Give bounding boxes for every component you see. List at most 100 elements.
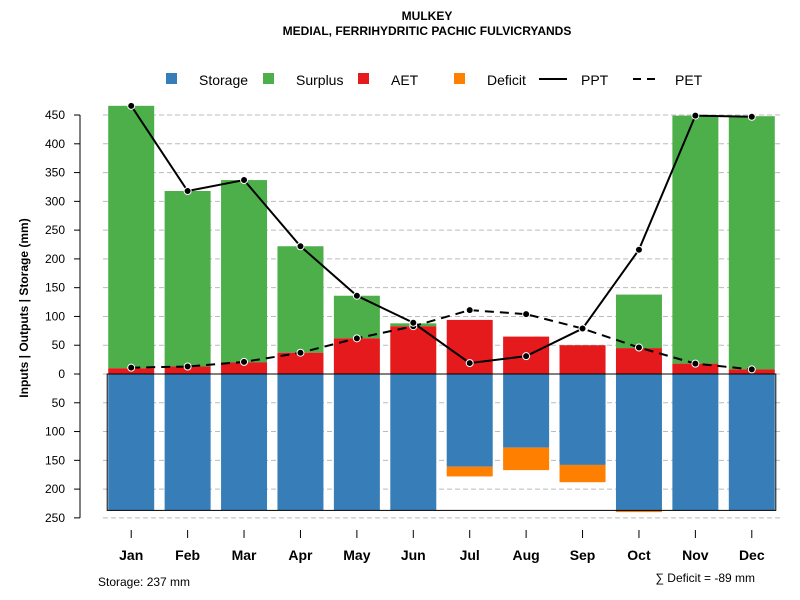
pet-point — [296, 348, 305, 357]
y-tick-label: 450 — [45, 108, 65, 122]
storage-bar — [277, 374, 324, 511]
ppt-line — [130, 105, 752, 365]
y-tick-label: 200 — [45, 252, 65, 266]
deficit-bar — [615, 510, 662, 513]
legend-label: Surplus — [296, 72, 343, 88]
y-tick-label: 250 — [45, 223, 65, 237]
month-label: Feb — [175, 547, 200, 563]
legend-label: PET — [675, 72, 703, 88]
ppt-point — [691, 111, 700, 120]
legend-swatch — [263, 73, 274, 84]
storage-bar — [503, 374, 550, 448]
pet-point — [747, 365, 756, 374]
y-tick-label: 400 — [45, 137, 65, 151]
storage-bar — [333, 374, 380, 511]
month-label: Jul — [460, 547, 480, 563]
month-label: Oct — [627, 547, 651, 563]
legend-swatch — [166, 73, 177, 84]
y-axis-label: Inputs | Outputs | Storage (mm) — [17, 218, 31, 397]
surplus-bar — [333, 295, 380, 339]
legend-label: PPT — [581, 72, 609, 88]
ppt-point — [522, 352, 531, 361]
chart-title: MULKEY — [402, 9, 453, 23]
bars — [106, 105, 777, 513]
aet-bar — [559, 345, 606, 374]
storage-bar — [164, 374, 211, 511]
ppt-point — [634, 245, 643, 254]
surplus-bar — [164, 190, 211, 367]
y-tick-label: 150 — [45, 281, 65, 295]
ppt-point — [409, 318, 418, 327]
storage-bar — [615, 374, 662, 511]
aet-bar — [221, 362, 268, 374]
aet-bar — [672, 363, 719, 374]
y-tick-label: 100 — [45, 309, 65, 323]
storage-bar — [390, 374, 437, 511]
y-tick-label: 200 — [45, 482, 65, 496]
legend: Storage Surplus AET Deficit PPT PET — [166, 72, 703, 88]
pet-point — [691, 359, 700, 368]
y-tick-label: 350 — [45, 166, 65, 180]
storage-bar — [672, 374, 719, 511]
deficit-note: ∑ Deficit = -89 mm — [655, 571, 755, 585]
storage-bar — [559, 374, 606, 465]
surplus-bar — [728, 116, 775, 370]
month-label: May — [343, 547, 370, 563]
pet-point — [127, 363, 136, 372]
y-axis: 250 200 150 100 50 0 50 100 150 200 250 300 350 400 45… — [45, 108, 81, 525]
legend-label: Storage — [199, 72, 248, 88]
deficit-bar — [503, 447, 550, 471]
ppt-point — [296, 242, 305, 251]
chart-subtitle: MEDIAL, FERRIHYDRITIC PACHIC FULVICRYAND… — [283, 24, 572, 38]
surplus-bar — [108, 105, 155, 369]
storage-bar — [108, 374, 155, 511]
aet-bar — [333, 338, 380, 374]
month-label: Jan — [119, 547, 143, 563]
ppt-point — [240, 176, 249, 185]
ppt-point — [747, 112, 756, 121]
y-tick-label: 50 — [52, 338, 66, 352]
month-label: Sep — [570, 547, 596, 563]
deficit-bar — [559, 464, 606, 483]
y-tick-label: 250 — [45, 511, 65, 525]
y-tick-label: 150 — [45, 453, 65, 467]
month-label: Nov — [682, 547, 709, 563]
aet-bar — [615, 348, 662, 374]
pet-point — [634, 343, 643, 352]
legend-swatch — [454, 73, 465, 84]
pet-point — [240, 357, 249, 366]
pet-point — [183, 362, 192, 371]
storage-bar — [728, 374, 775, 511]
month-label: Apr — [288, 547, 313, 563]
y-tick-label: 300 — [45, 194, 65, 208]
y-tick-label: 0 — [58, 367, 65, 381]
month-label: Mar — [232, 547, 257, 563]
surplus-bar — [221, 180, 268, 363]
legend-swatch — [358, 73, 369, 84]
y-tick-label: 50 — [52, 396, 66, 410]
ppt-point — [127, 101, 136, 110]
grid-lines — [103, 114, 780, 519]
pet-point — [352, 334, 361, 343]
storage-note: Storage: 237 mm — [98, 575, 190, 589]
deficit-bar — [446, 466, 493, 477]
aet-bar — [277, 352, 324, 374]
month-label: Jun — [401, 547, 426, 563]
pet-point — [465, 306, 474, 315]
lines — [127, 101, 756, 374]
storage-bar — [221, 374, 268, 511]
ppt-point — [578, 324, 587, 333]
month-label: Aug — [513, 547, 540, 563]
ppt-point — [183, 186, 192, 195]
y-tick-label: 100 — [45, 425, 65, 439]
pet-line — [131, 309, 752, 371]
pet-point — [522, 310, 531, 319]
x-axis: Jan Feb Mar Apr May Jun Jul Aug Sep Oct Nov Dec — [119, 530, 765, 563]
surplus-bar — [615, 294, 662, 349]
ppt-point — [352, 291, 361, 300]
month-label: Dec — [739, 547, 765, 563]
ppt-point — [465, 359, 474, 368]
legend-label: Deficit — [487, 72, 526, 88]
storage-bar — [446, 374, 493, 467]
